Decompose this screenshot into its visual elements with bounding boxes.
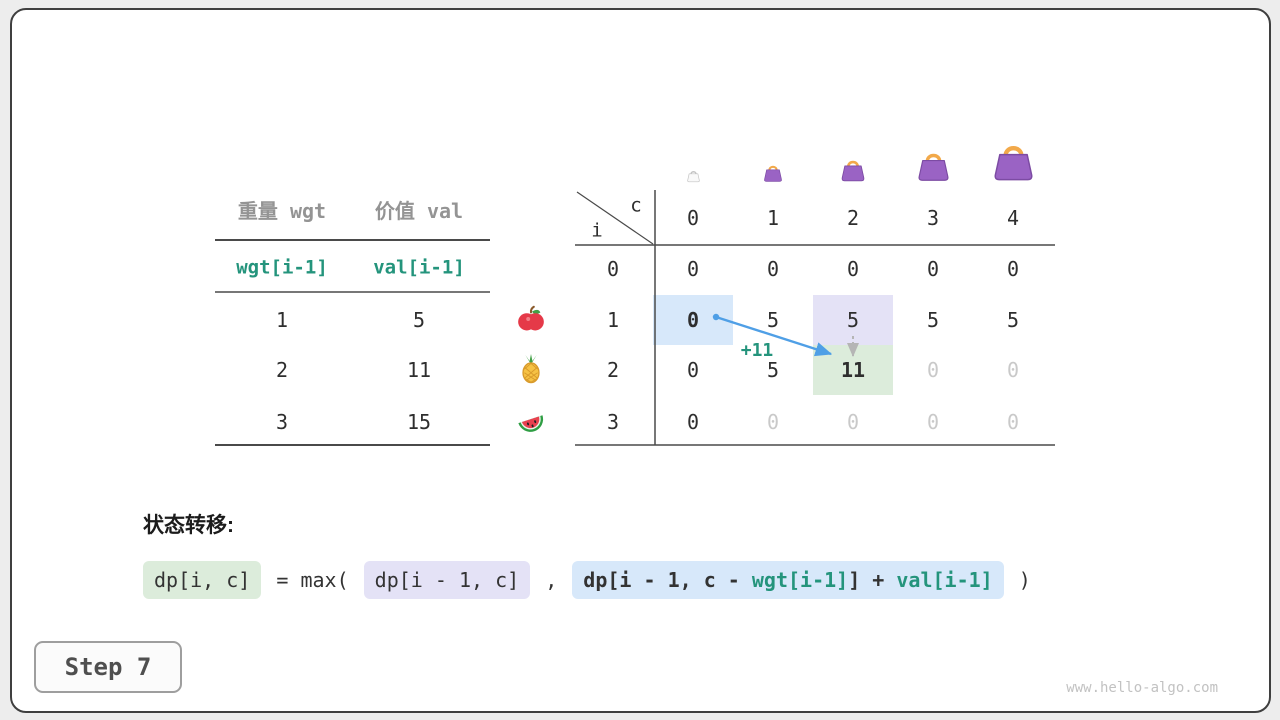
bag-icon-2: [839, 157, 867, 183]
dp-cell-value: 0: [686, 410, 700, 434]
bag-icon-3: [915, 149, 952, 183]
dp-cell-value: 0: [926, 410, 940, 434]
dp-cell-value: 0: [926, 257, 940, 281]
dp-col-header-4: 4: [1006, 206, 1020, 230]
item-weight-value: 2: [275, 358, 289, 382]
formula-caption: 状态转移:: [143, 514, 234, 537]
formula-segment: val[i-1]: [896, 568, 993, 592]
formula-operator: ,: [533, 568, 570, 592]
bag-icon-1: [762, 163, 784, 183]
item-weight-value: 1: [275, 308, 289, 332]
step-badge: Step 7: [34, 641, 182, 693]
apple-icon: [516, 304, 546, 334]
formula-box-blue: dp[i - 1, c - wgt[i-1]] + val[i-1]: [572, 561, 1004, 599]
dp-cell-value: 11: [840, 358, 866, 382]
dp-cell-value: 0: [766, 257, 780, 281]
dp-row-header-1: 1: [606, 308, 620, 332]
pineapple-icon: [516, 354, 546, 384]
formula-box-green: dp[i, c]: [143, 561, 262, 599]
watermelon-icon: [516, 406, 546, 436]
bag-icon-0: [686, 169, 701, 183]
bag-icon-4: [990, 140, 1037, 183]
formula-operator: = max(: [264, 568, 361, 592]
item-value-value: 5: [412, 308, 426, 332]
watermark: www.hello-algo.com: [1066, 680, 1218, 696]
items-col-header-value: 价值 val: [374, 199, 464, 223]
state-transition-formula: dp[i, c] = max( dp[i - 1, c] , dp[i - 1,…: [140, 561, 1031, 599]
dp-cell-value: 5: [766, 308, 780, 332]
items-symbol-value: val[i-1]: [373, 256, 465, 279]
dp-cell-value: 0: [686, 358, 700, 382]
dp-cell-value: 5: [846, 308, 860, 332]
dp-cell-value: 0: [686, 308, 700, 332]
dp-corner-col-label: c: [630, 194, 642, 217]
items-symbol-weight: wgt[i-1]: [236, 256, 328, 279]
dp-row-header-0: 0: [606, 257, 620, 281]
formula-segment: dp[i - 1, c -: [583, 568, 752, 592]
dp-cell-value: 0: [926, 358, 940, 382]
dp-cell-value: 0: [766, 410, 780, 434]
dp-cell-value: 5: [1006, 308, 1020, 332]
dp-cell-value: 0: [686, 257, 700, 281]
dp-row-header-3: 3: [606, 410, 620, 434]
formula-box-lavender: dp[i - 1, c]: [363, 561, 531, 599]
item-value-value: 15: [406, 410, 432, 434]
dp-col-header-3: 3: [926, 206, 940, 230]
dp-cell-value: 5: [766, 358, 780, 382]
dp-cell-value: 0: [846, 410, 860, 434]
dp-cell-value: 0: [1006, 257, 1020, 281]
item-value-value: 11: [406, 358, 432, 382]
formula-segment: wgt[i-1]: [751, 568, 849, 592]
dp-cell-value: 0: [1006, 358, 1020, 382]
dp-cell-value: 5: [926, 308, 940, 332]
dp-cell-value: 0: [1006, 410, 1020, 434]
dp-col-header-0: 0: [686, 206, 700, 230]
dp-cell-value: 0: [846, 257, 860, 281]
dp-row-header-2: 2: [606, 358, 620, 382]
dp-col-header-1: 1: [766, 206, 780, 230]
item-weight-value: 3: [275, 410, 289, 434]
dp-col-header-2: 2: [846, 206, 860, 230]
dp-corner-row-label: i: [591, 219, 603, 242]
formula-segment: ] +: [848, 568, 897, 592]
items-col-header-weight: 重量 wgt: [237, 199, 327, 223]
formula-operator: ): [1006, 568, 1031, 592]
